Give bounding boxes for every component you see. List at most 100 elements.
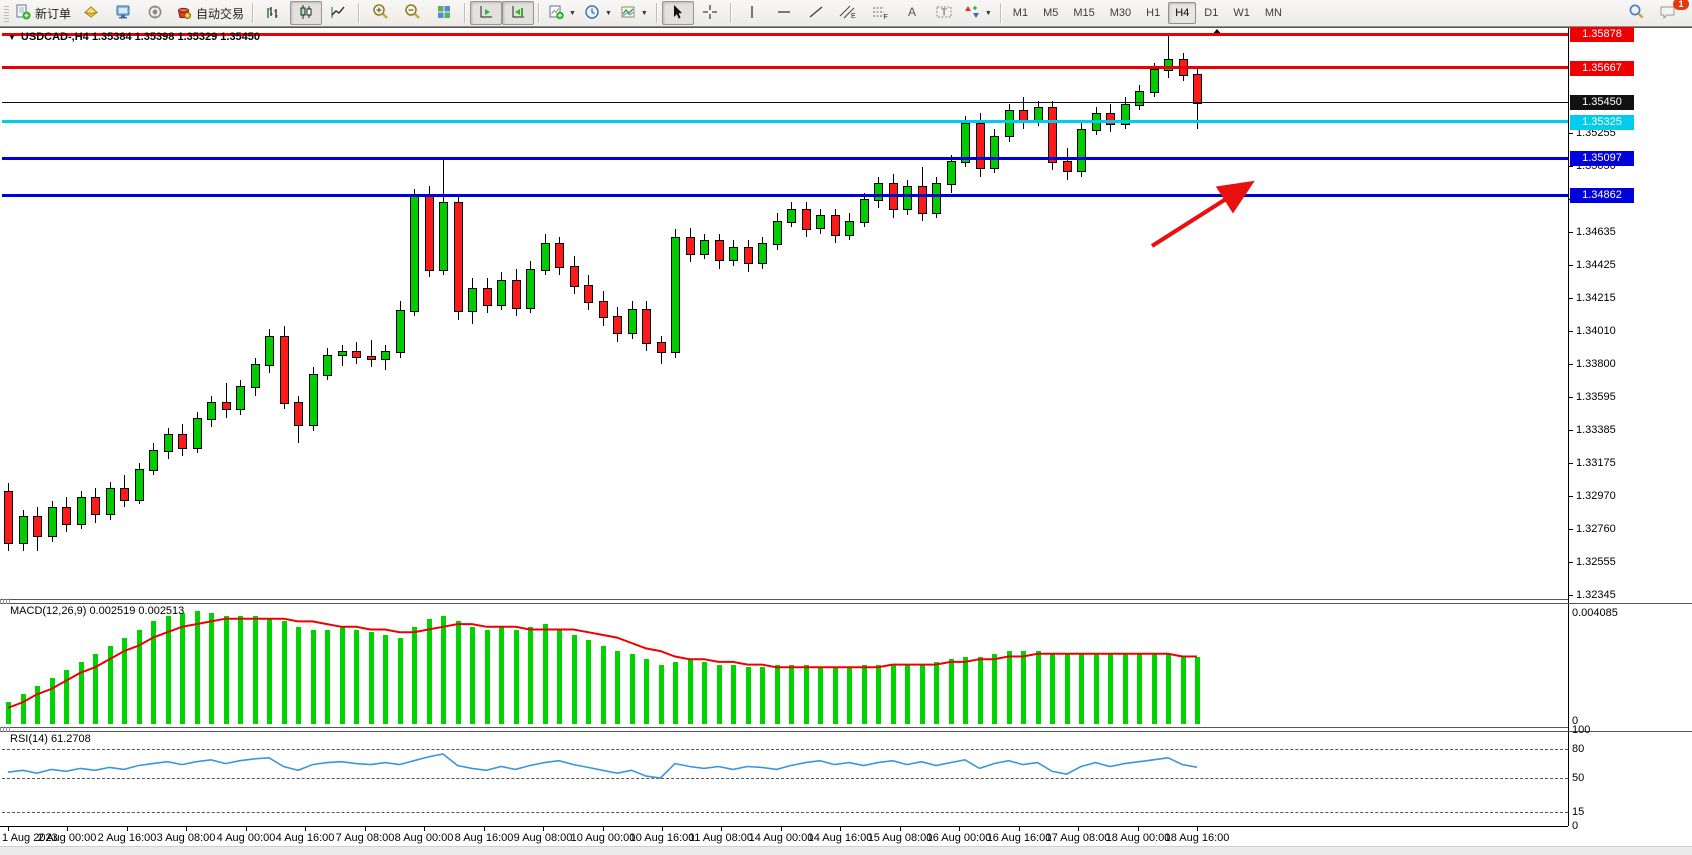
candle-bullish [308, 373, 318, 427]
tile-windows-button[interactable] [428, 1, 460, 25]
bar-chart-button[interactable] [258, 1, 290, 25]
rsi-axis-label: 100 [1572, 724, 1591, 736]
price-tick-label: 1.33800 [1576, 358, 1616, 370]
pane-splitter-grip[interactable] [0, 599, 10, 604]
price-tick-label: 1.34635 [1576, 226, 1616, 238]
notifications-button[interactable]: 1 [1652, 0, 1689, 25]
time-tick [900, 827, 901, 831]
price-tick [1568, 595, 1573, 596]
price-tick [1568, 133, 1573, 134]
search-button[interactable] [1620, 1, 1652, 25]
pane-splitter-grip[interactable] [0, 727, 10, 732]
timeframe-m30[interactable]: M30 [1109, 7, 1132, 19]
add-indicator-button[interactable]: ▼ [544, 1, 580, 25]
timeframe-m5[interactable]: M5 [1043, 7, 1059, 19]
price-level-line[interactable] [2, 33, 1568, 36]
candle-bearish [598, 300, 608, 319]
price-tick [1568, 496, 1573, 497]
macd-histogram-bar [1093, 653, 1099, 724]
line-chart-button[interactable] [322, 1, 354, 25]
text-label-button[interactable]: T [928, 1, 960, 25]
time-axis-label: 1 Aug 2023 [2, 832, 58, 844]
price-level-line[interactable] [2, 157, 1568, 160]
macd-histogram-bar [20, 694, 26, 724]
macd-histogram-bar [310, 629, 316, 724]
timeframe-m15[interactable]: M15 [1073, 7, 1095, 19]
timeframe-d1[interactable]: D1 [1204, 7, 1219, 19]
template-button[interactable]: ▼ [616, 1, 652, 25]
time-tick [662, 827, 663, 831]
candle-bullish [627, 308, 637, 335]
period-button[interactable]: ▼ [580, 1, 616, 25]
rsi-pane-bottom-border [0, 826, 1568, 827]
candle-bullish [700, 240, 709, 255]
price-tick [1568, 463, 1573, 464]
timeframe-h1[interactable]: H1 [1146, 7, 1161, 19]
macd-histogram-bar [194, 610, 200, 724]
auto-scroll-button[interactable] [502, 1, 535, 25]
timeframe-m1[interactable]: M1 [1012, 7, 1029, 19]
macd-histogram-bar [1180, 656, 1186, 724]
time-tick [721, 827, 722, 831]
chart-profile-button[interactable] [75, 1, 107, 25]
arrows-button[interactable]: ▼ [960, 1, 996, 25]
trendline-button[interactable] [800, 1, 832, 25]
chart-shift-marker-icon[interactable] [1212, 29, 1222, 35]
price-level-line[interactable] [2, 120, 1568, 123]
fibonacci-button[interactable]: F [864, 1, 896, 25]
toolbar-separator [655, 3, 658, 23]
text-icon: A [905, 4, 919, 23]
text-button[interactable]: A [896, 1, 928, 25]
chart-menu-arrow-icon[interactable]: ▼ [8, 32, 16, 42]
cursor-button[interactable] [661, 1, 694, 25]
signals-button[interactable] [139, 1, 171, 25]
toolbar-separator [729, 3, 732, 23]
terminal-button[interactable] [107, 1, 139, 25]
price-level-line[interactable] [2, 194, 1568, 197]
candle-bearish [294, 402, 303, 427]
timeframe-mn[interactable]: MN [1264, 7, 1282, 19]
chart-canvas[interactable]: 1.352551.350501.348401.346351.344251.342… [0, 27, 1692, 855]
zoom-out-button[interactable] [396, 1, 428, 25]
crosshair-icon [702, 4, 718, 23]
zoom-in-button[interactable] [364, 1, 396, 25]
price-level-line[interactable] [2, 66, 1568, 69]
new-order-button[interactable]: 新订单 [11, 1, 75, 25]
price-tick-label: 1.32970 [1576, 490, 1616, 502]
macd-histogram-bar [890, 664, 896, 724]
gold-ingot-icon [83, 4, 99, 23]
timeframe-w1[interactable]: W1 [1233, 7, 1250, 19]
bottom-strip [0, 846, 1692, 855]
toolbar-grip[interactable] [4, 4, 9, 22]
macd-histogram-bar [977, 656, 983, 724]
candle-bearish [801, 208, 811, 230]
candlestick-chart-button[interactable] [290, 1, 323, 25]
time-axis-label: 18 Aug 00:00 [1105, 832, 1171, 844]
horizontal-line-button[interactable] [768, 1, 800, 25]
equidistant-channel-button[interactable]: E [832, 1, 864, 25]
candle-bearish [975, 122, 985, 170]
macd-histogram-bar [151, 621, 156, 724]
autotrading-button[interactable]: 自动交易 [171, 1, 248, 25]
time-axis-label: 2 Aug 16:00 [97, 832, 157, 844]
chart-shift-button[interactable] [470, 1, 503, 25]
macd-histogram-bar [876, 664, 881, 724]
crosshair-button[interactable] [694, 1, 726, 25]
price-level-line[interactable] [2, 102, 1568, 103]
chart-area[interactable]: ▼ USDCAD-,H4 1.35384 1.35398 1.35329 1.3… [0, 27, 1692, 855]
candle-bullish [526, 268, 535, 309]
timeframe-h4[interactable]: H4 [1168, 2, 1197, 24]
candle-bullish [207, 402, 216, 420]
macd-histogram-bar [557, 629, 562, 724]
time-axis-label: 11 Aug 08:00 [688, 832, 754, 844]
macd-histogram-bar [78, 661, 84, 724]
text-label-icon: T [935, 4, 953, 23]
macd-histogram-bar [412, 626, 417, 724]
cursor-icon [670, 4, 686, 23]
vertical-line-button[interactable] [736, 1, 768, 25]
candle-bullish [105, 487, 115, 516]
macd-histogram-bar [571, 634, 577, 724]
candle-bullish [874, 183, 883, 201]
macd-histogram-bar [600, 645, 606, 724]
